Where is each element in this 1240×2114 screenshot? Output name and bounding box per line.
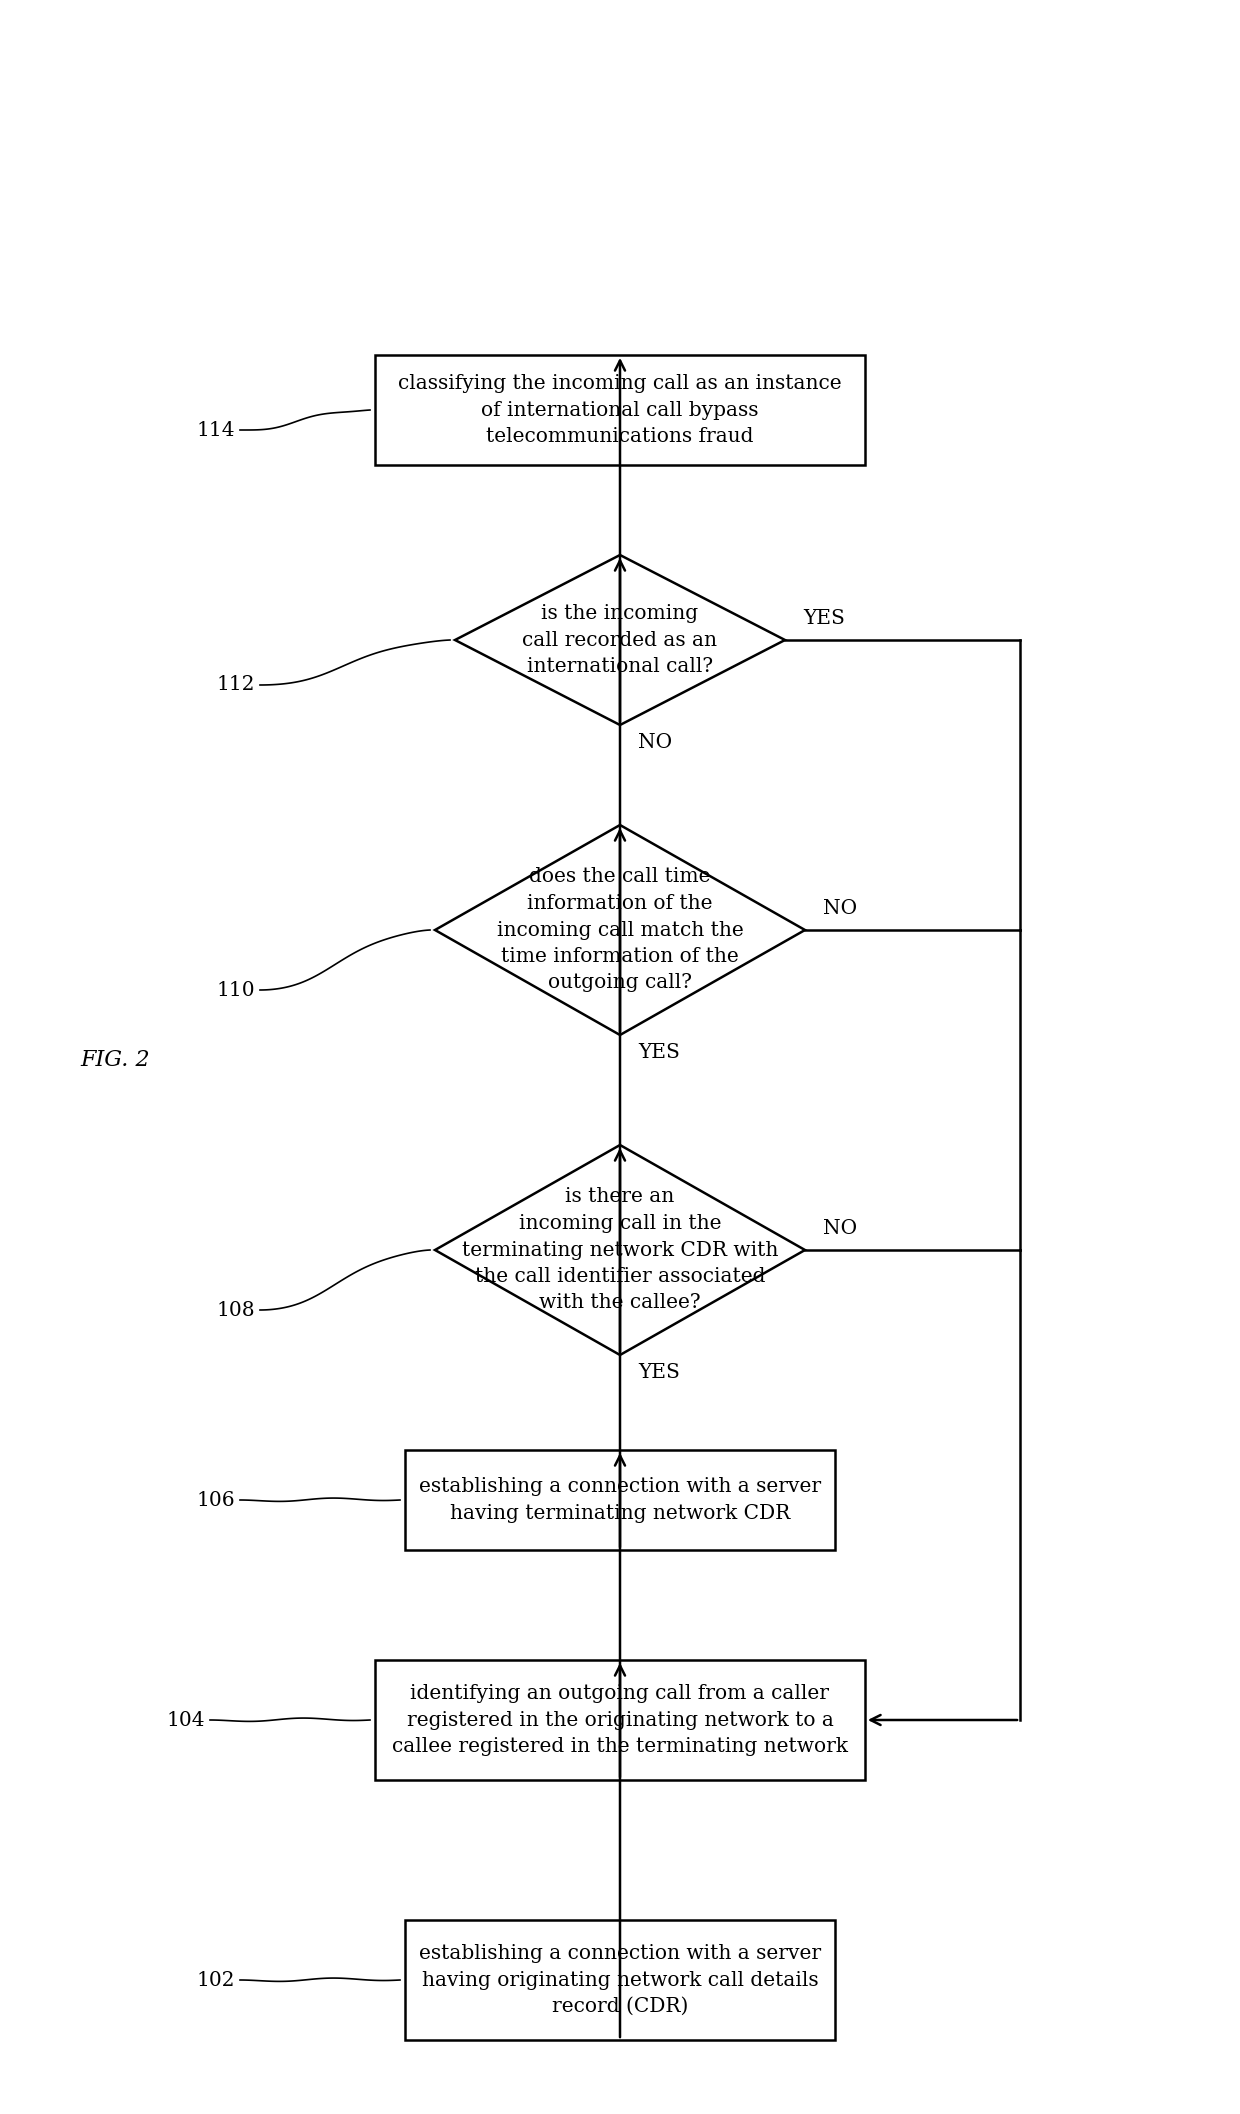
Text: identifying an outgoing call from a caller
registered in the originating network: identifying an outgoing call from a call… [392,1685,848,1757]
Text: YES: YES [804,609,844,628]
Text: 104: 104 [166,1710,205,1729]
Text: YES: YES [639,1042,680,1061]
Bar [374,355,866,465]
Polygon shape [435,824,805,1036]
Text: FIG. 2: FIG. 2 [81,1049,150,1072]
Text: is the incoming
call recorded as an
international call?: is the incoming call recorded as an inte… [522,605,718,676]
Bar [405,1920,835,2040]
Polygon shape [455,556,785,725]
Text: 108: 108 [216,1300,255,1319]
Bar [405,1450,835,1550]
Text: establishing a connection with a server
having terminating network CDR: establishing a connection with a server … [419,1478,821,1522]
Text: establishing a connection with a server
having originating network call details
: establishing a connection with a server … [419,1945,821,2017]
Text: 110: 110 [216,981,255,1000]
Text: NO: NO [823,898,857,917]
Text: NO: NO [639,734,672,753]
Text: 112: 112 [217,676,255,696]
Text: 106: 106 [196,1490,236,1509]
Text: 102: 102 [196,1970,236,1989]
Text: does the call time
information of the
incoming call match the
time information o: does the call time information of the in… [497,867,743,991]
Text: YES: YES [639,1364,680,1383]
Text: is there an
incoming call in the
terminating network CDR with
the call identifie: is there an incoming call in the termina… [461,1188,779,1313]
Bar [374,1659,866,1780]
Polygon shape [435,1146,805,1355]
Text: NO: NO [823,1220,857,1239]
Text: classifying the incoming call as an instance
of international call bypass
teleco: classifying the incoming call as an inst… [398,374,842,446]
Text: 114: 114 [196,421,236,440]
